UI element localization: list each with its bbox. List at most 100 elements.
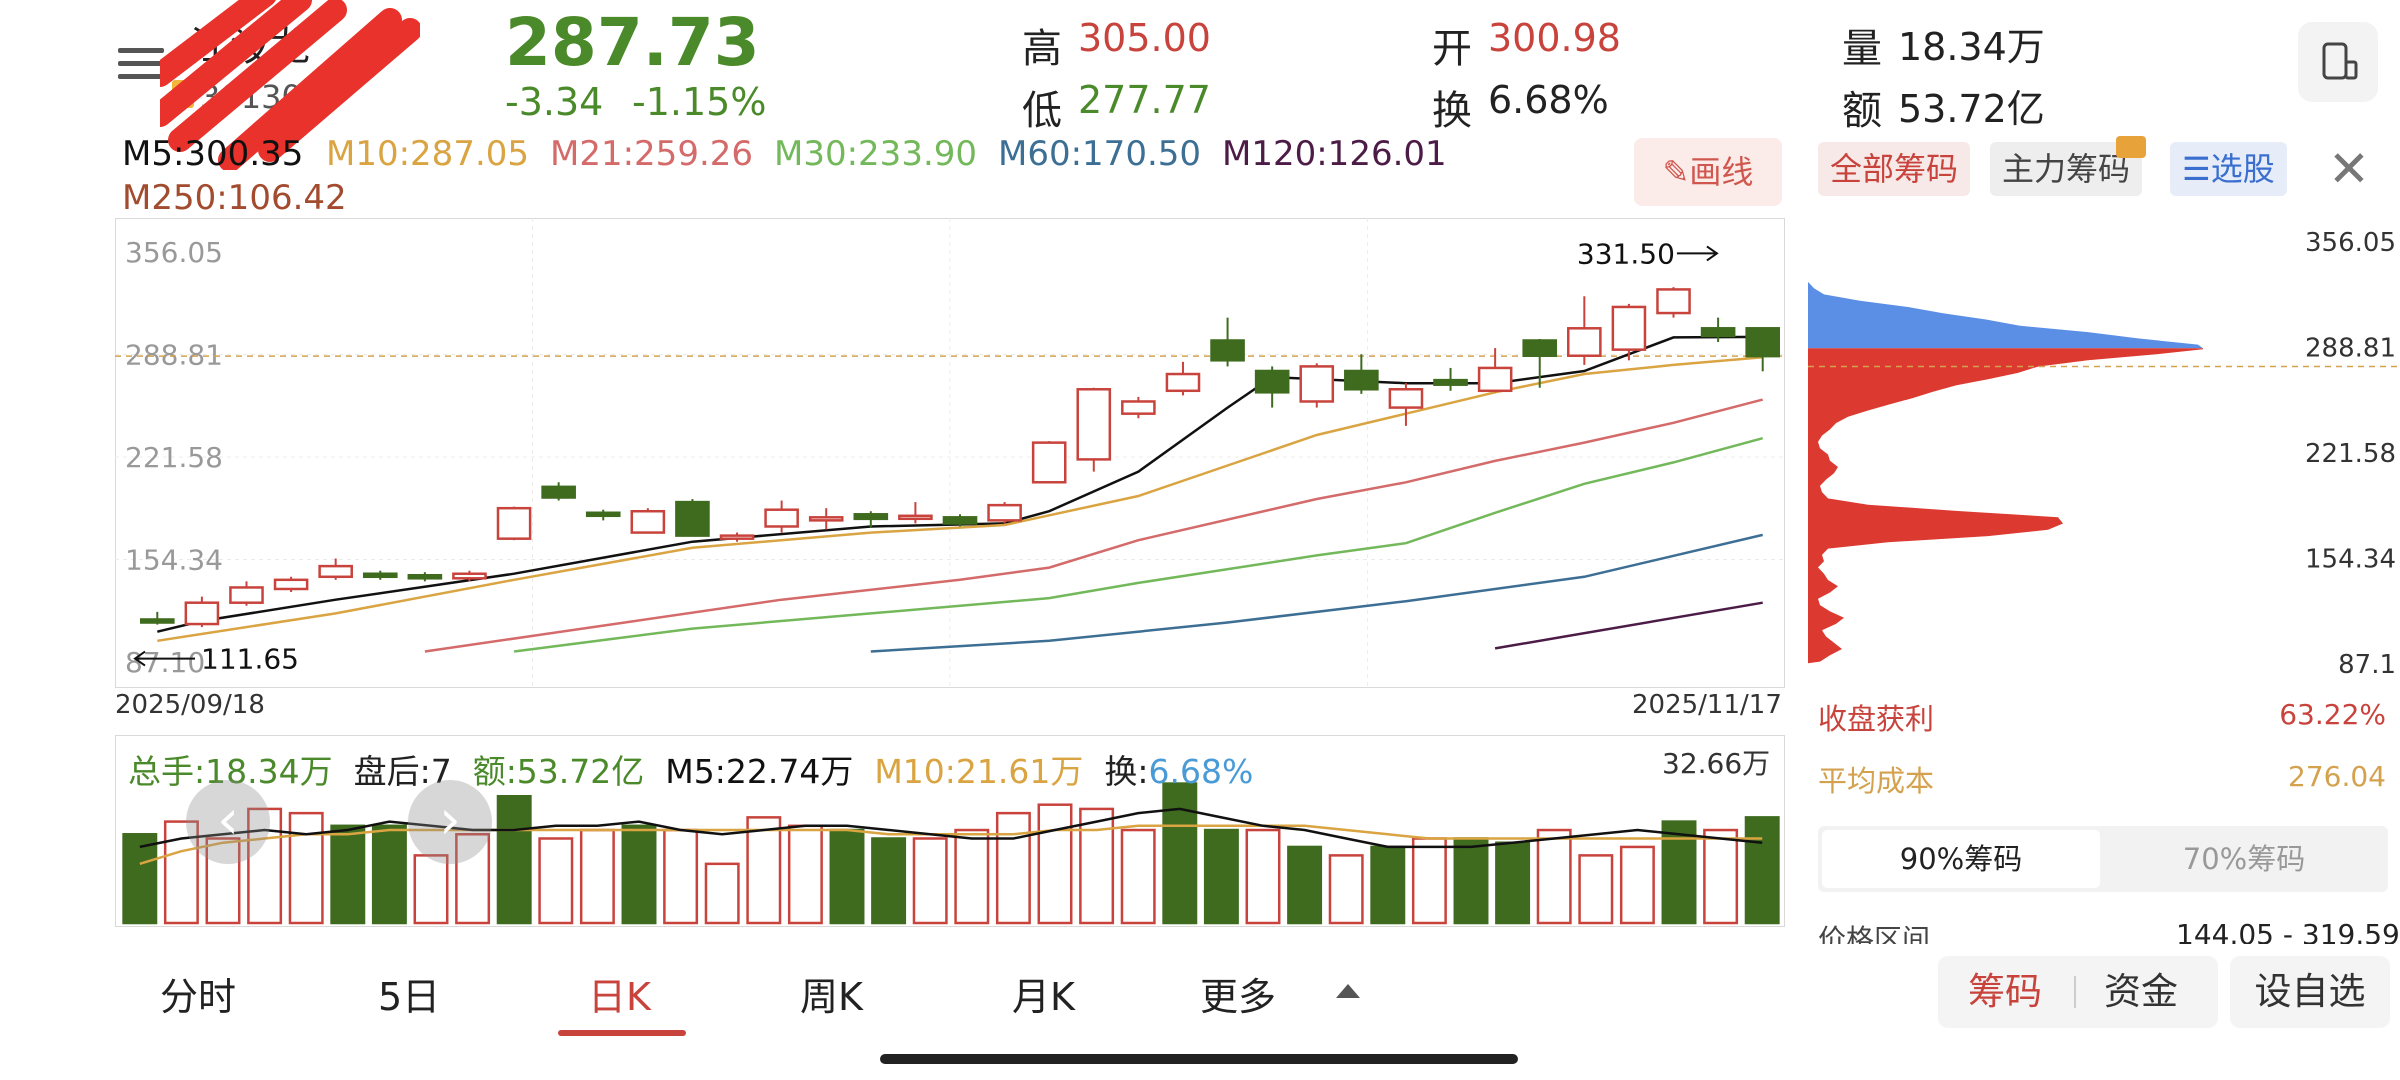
volume-m5-line — [139, 807, 1763, 849]
candle — [1477, 366, 1513, 393]
volume-bar — [1037, 803, 1073, 925]
menu-icon[interactable] — [118, 40, 164, 86]
tab-weekly-k[interactable]: 周K — [800, 975, 863, 1019]
draw-line-button[interactable]: ✎画线 — [1634, 138, 1782, 206]
chip-price-label: 288.81 — [2305, 334, 2396, 364]
volume-bar — [1703, 828, 1739, 925]
candle — [719, 534, 755, 540]
ma21-legend: M21:259.26 — [550, 134, 754, 174]
end-date: 2025/11/17 — [1632, 690, 1782, 720]
ma10-legend: M10:287.05 — [326, 134, 530, 174]
high-value: 305.00 — [1078, 16, 1211, 60]
volume-bar — [954, 828, 990, 925]
total-volume: 总手:18.34万 — [128, 752, 333, 791]
toggle-70-percent[interactable]: 70%筹码 — [2182, 842, 2306, 876]
candle — [585, 511, 621, 518]
candle — [318, 564, 353, 579]
volume-chart[interactable] — [115, 735, 1785, 927]
volume-bar — [1619, 845, 1655, 925]
candle — [229, 586, 264, 604]
chevron-left-icon[interactable]: ‹ — [186, 780, 270, 864]
tab-intraday[interactable]: 分时 — [160, 975, 237, 1019]
candle — [1656, 288, 1691, 315]
volume-bar — [247, 807, 283, 925]
tab-daily-k[interactable]: 日K — [588, 975, 651, 1019]
volume-m10-line — [139, 824, 1763, 865]
add-favorite-button[interactable]: 设自选 — [2230, 956, 2390, 1028]
volume-bar — [829, 828, 865, 925]
m5-line — [157, 335, 1763, 633]
y-tick-label: 221.58 — [125, 441, 223, 474]
volume-bar — [1411, 837, 1447, 925]
chip-above-price-area — [1808, 241, 2203, 349]
volume-bar — [1287, 845, 1323, 925]
draw-line-label: 画线 — [1689, 153, 1754, 191]
ma60-legend: M60:170.50 — [998, 134, 1202, 174]
y-tick-label: 154.34 — [125, 543, 223, 576]
y-tick-label: 87.10 — [125, 646, 205, 679]
red-scribble-overlay — [160, 0, 420, 170]
max-price-label: 331.50 — [1577, 237, 1675, 270]
amount-label: 额 — [1842, 88, 1882, 134]
tab-all-chips[interactable]: 全部筹码 — [1818, 142, 1971, 196]
volume-bar — [787, 824, 823, 925]
volume-bar — [1744, 816, 1780, 925]
volume-bar — [1370, 845, 1406, 925]
amount-value: 53.72亿 — [1898, 87, 2045, 131]
candle — [942, 516, 978, 525]
volume-max-label: 32.66万 — [1662, 747, 1771, 780]
ma250-legend: M250:106.42 — [122, 178, 347, 218]
volume-bar — [1453, 837, 1489, 925]
price-change: -3.34 — [505, 80, 604, 124]
candle — [184, 601, 220, 626]
kline-chart[interactable]: 356.05 288.81 221.58 154.34 87.10 331.50 111.6… — [115, 218, 1785, 688]
pencil-icon: ✎ — [1662, 153, 1690, 191]
home-indicator[interactable] — [880, 1054, 1518, 1064]
volume-bar — [496, 794, 532, 925]
volume-bar — [871, 837, 907, 925]
start-date: 2025/09/18 — [115, 690, 265, 720]
volume-label: 量 — [1842, 26, 1882, 72]
volume-bar — [1079, 807, 1115, 925]
y-tick-label: 288.81 — [125, 339, 223, 372]
screener-label: 选股 — [2210, 150, 2275, 188]
chevron-right-icon[interactable]: › — [408, 780, 492, 864]
candle — [407, 574, 443, 580]
caret-up-icon[interactable] — [1336, 984, 1360, 998]
candle — [1567, 327, 1602, 357]
tab-stock-screener[interactable]: ☰选股 — [2170, 142, 2287, 196]
candle — [1076, 388, 1112, 461]
tab-monthly-k[interactable]: 月K — [1012, 975, 1075, 1019]
phone-rotate-button[interactable] — [2298, 22, 2378, 102]
candle — [496, 506, 532, 540]
high-label: 高 — [1022, 26, 1062, 72]
toggle-90-percent[interactable]: 90%筹码 — [1822, 830, 2100, 888]
chip-price-label: 154.34 — [2305, 544, 2396, 574]
volume-bar — [1120, 828, 1156, 925]
candle — [675, 500, 710, 537]
min-arrow — [133, 650, 195, 667]
candle — [273, 578, 309, 591]
candle — [1388, 388, 1424, 409]
chip-price-label: 87.1 — [2338, 650, 2396, 680]
volume-bar — [1328, 854, 1364, 925]
min-price-label: 111.65 — [201, 643, 299, 676]
m10-line — [157, 355, 1763, 643]
tab-5day[interactable]: 5日 — [378, 975, 441, 1019]
tab-more[interactable]: 更多 — [1200, 975, 1277, 1019]
close-icon[interactable]: ✕ — [2328, 140, 2370, 198]
candle — [898, 514, 933, 521]
candle — [1344, 369, 1379, 391]
candle — [362, 572, 398, 579]
chip-button[interactable]: 筹码 — [1968, 970, 2042, 1013]
price-range-label: 价格区间 — [1818, 923, 1931, 944]
fund-button[interactable]: 资金 — [2104, 970, 2178, 1013]
low-label: 低 — [1022, 88, 1062, 134]
tab-main-chips[interactable]: 主力筹码 — [1990, 136, 2147, 196]
volume-bar — [1661, 820, 1697, 925]
price-change-pct: -1.15% — [632, 80, 767, 124]
volume-bar — [746, 816, 782, 925]
candle — [1299, 365, 1335, 403]
volume-bar — [1203, 828, 1239, 925]
m21-line — [424, 398, 1764, 653]
